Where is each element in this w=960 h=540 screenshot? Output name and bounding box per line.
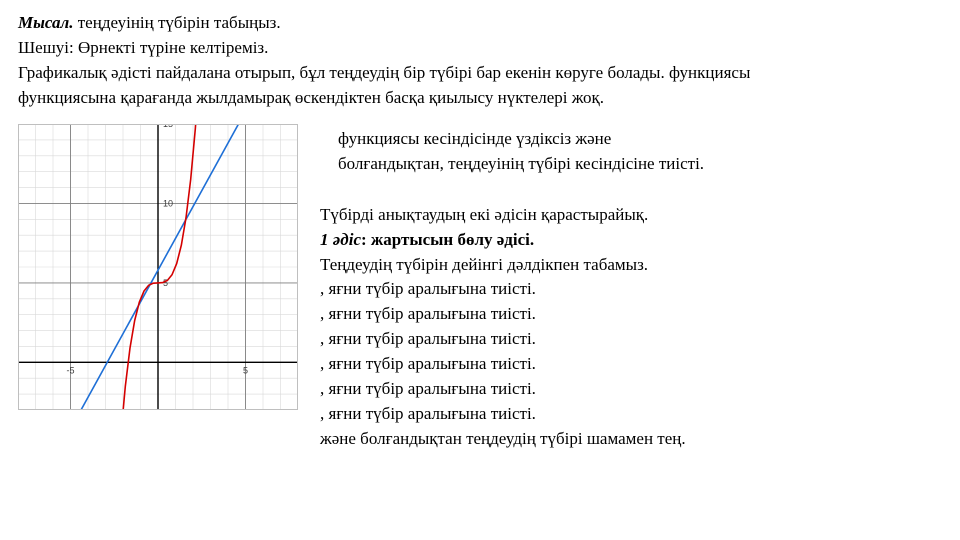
continuity-line-1: функциясы кесіндісінде үздіксіз және — [338, 128, 942, 151]
title-rest: теңдеуінің түбірін табыңыз. — [74, 13, 281, 32]
iteration-line: , яғни түбір аралығына тиісті. — [320, 403, 942, 426]
svg-text:-5: -5 — [66, 365, 74, 375]
method-1-line: 1 әдіс: жартысын бөлу әдісі. — [320, 229, 942, 252]
svg-text:5: 5 — [243, 365, 248, 375]
iteration-line: , яғни түбір аралығына тиісті. — [320, 353, 942, 376]
solution-line: Шешуі: Өрнекті түріне келтіреміз. — [18, 37, 942, 60]
title-line: Мысал. теңдеуінің түбірін табыңыз. — [18, 12, 942, 35]
function-graph: -5551015 — [18, 124, 298, 410]
graphic-method-line-2: функциясына қарағанда жылдамырақ өскенді… — [18, 87, 942, 110]
method-1-label: 1 әдіс — [320, 230, 361, 249]
iteration-lines: , яғни түбір аралығына тиісті., яғни түб… — [320, 278, 942, 426]
iteration-line: , яғни түбір аралығына тиісті. — [320, 303, 942, 326]
right-top-block: функциясы кесіндісінде үздіксіз және бол… — [320, 128, 942, 176]
title-prefix: Мысал. — [18, 13, 74, 32]
method-1-rest: : жартысын бөлу әдісі. — [361, 230, 534, 249]
header-text-block: Мысал. теңдеуінің түбірін табыңыз. Шешуі… — [18, 12, 942, 110]
graphic-method-line-1: Графикалық әдісті пайдалана отырып, бұл … — [18, 62, 942, 85]
precision-line: Теңдеудің түбірін дейінгі дәлдікпен таба… — [320, 254, 942, 277]
iteration-line: , яғни түбір аралығына тиісті. — [320, 278, 942, 301]
chart-container: -5551015 — [18, 124, 298, 410]
methods-intro: Түбірді анықтаудың екі әдісін қарастырай… — [320, 204, 942, 227]
conclusion-line: және болғандықтан теңдеудің түбірі шамам… — [320, 428, 942, 451]
iteration-line: , яғни түбір аралығына тиісті. — [320, 378, 942, 401]
content-row: -5551015 функциясы кесіндісінде үздіксіз… — [18, 124, 942, 453]
svg-text:10: 10 — [163, 198, 173, 208]
right-main-block: Түбірді анықтаудың екі әдісін қарастырай… — [320, 204, 942, 451]
iteration-line: , яғни түбір аралығына тиісті. — [320, 328, 942, 351]
continuity-line-2: болғандықтан, теңдеуінің түбірі кесіндіс… — [338, 153, 942, 176]
page-root: { "top": { "title_prefix": "Мысал.", "ti… — [0, 0, 960, 540]
right-column: функциясы кесіндісінде үздіксіз және бол… — [320, 124, 942, 453]
